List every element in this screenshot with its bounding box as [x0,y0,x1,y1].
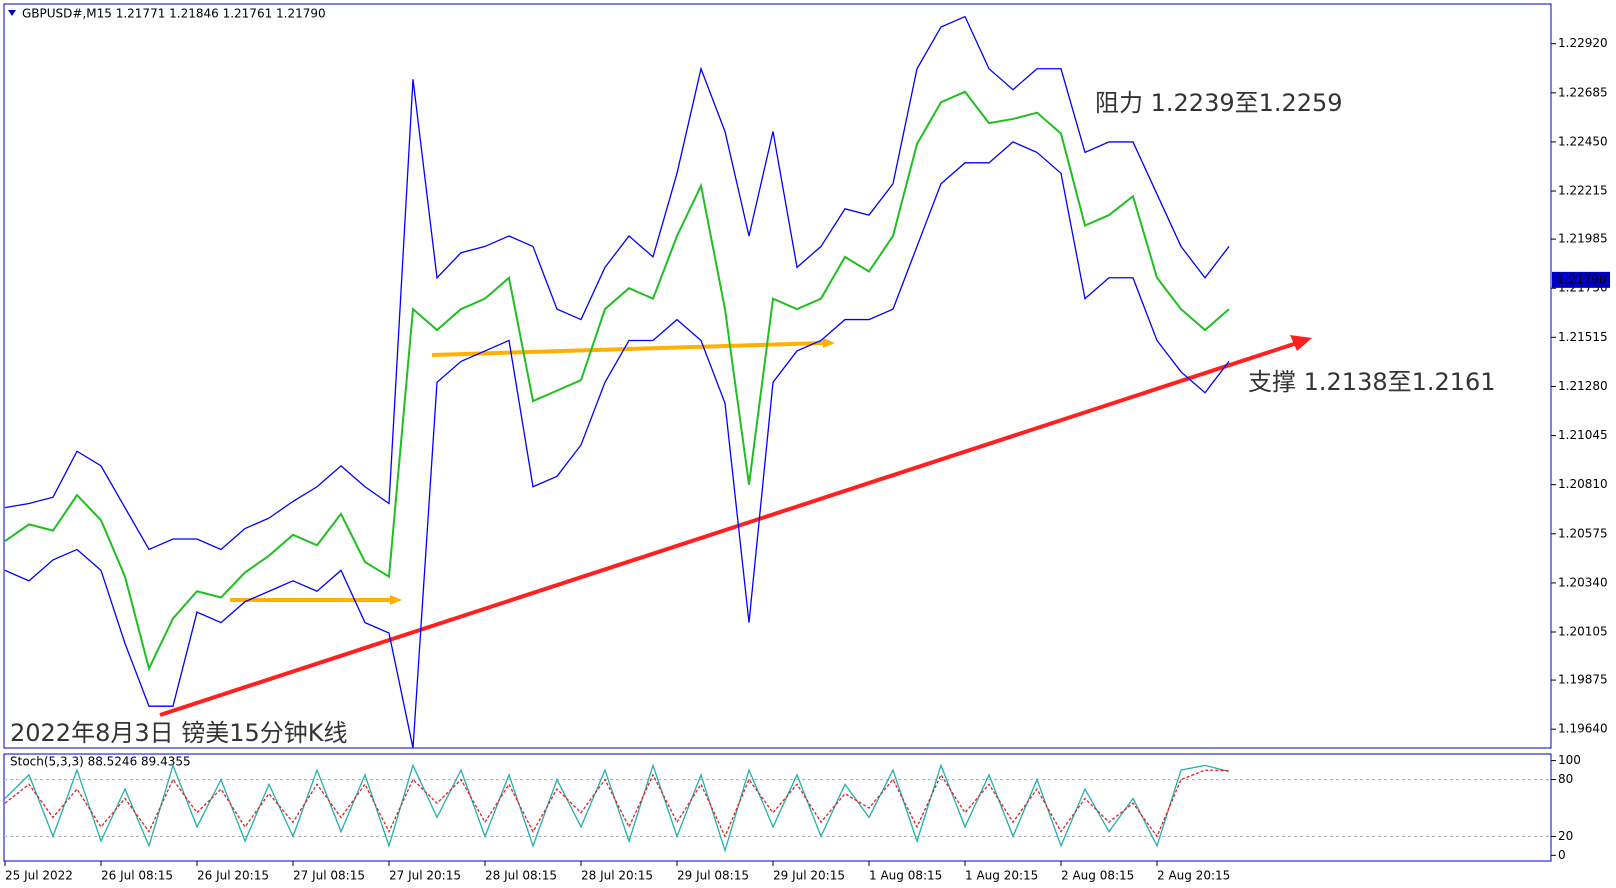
series-line [4,769,1230,838]
x-tick-label: 1 Aug 20:15 [965,869,1038,883]
annotation: 阻力 1.2239至1.2259 [1095,89,1343,117]
y-tick-label: 100 [1558,753,1581,767]
y-tick-label: 1.21515 [1558,330,1608,344]
arrow-head [823,338,835,348]
y-tick-label: 20 [1558,829,1573,843]
y-tick-label: 1.20810 [1558,477,1608,491]
series-line [4,90,1230,672]
y-tick-label: 1.22920 [1558,36,1608,50]
y-tick-label: 1.22215 [1558,184,1608,198]
series-line [4,141,1230,749]
last-price-box [1552,271,1610,288]
trendline [159,335,1312,717]
x-tick-label: 27 Jul 08:15 [293,869,365,883]
stoch-header: Stoch(5,3,3) 88.5246 89.4355 [10,755,191,769]
y-tick-label: 1.21985 [1558,232,1608,246]
x-tick-label: 29 Jul 08:15 [677,869,749,883]
x-tick-label: 29 Jul 20:15 [773,869,845,883]
arrow-head [390,595,402,605]
series-line [4,15,1230,551]
x-tick-label: 27 Jul 20:15 [389,869,461,883]
main-pane [3,3,1552,749]
arrow-head [1290,335,1312,351]
y-tick-label: 1.20340 [1558,575,1608,589]
y-tick-label: 0 [1558,848,1566,862]
y-tick-label: 1.22685 [1558,85,1608,99]
x-tick-label: 28 Jul 08:15 [485,869,557,883]
x-tick-label: 1 Aug 08:15 [869,869,942,883]
annotation: 支撑 1.2138至1.2161 [1248,368,1496,396]
y-tick-label: 1.19640 [1558,722,1608,736]
y-tick-label: 1.22450 [1558,134,1608,148]
y-tick-label: 1.19875 [1558,673,1608,687]
menu-triangle[interactable] [8,10,16,16]
y-tick-label: 1.20105 [1558,625,1608,639]
x-tick-label: 28 Jul 20:15 [581,869,653,883]
x-tick-label: 2 Aug 20:15 [1157,869,1230,883]
series-line [4,763,1230,853]
last-price-label: 1.21790 [1557,272,1607,286]
annotation: 2022年8月3日 镑美15分钟K线 [10,719,348,747]
x-tick-label: 2 Aug 08:15 [1061,869,1134,883]
x-tick-label: 26 Jul 08:15 [101,869,173,883]
y-tick-label: 1.21280 [1558,379,1608,393]
level-arrow [431,341,826,357]
x-tick-label: 25 Jul 2022 [5,869,73,883]
symbol-header: GBPUSD#,M15 1.21771 1.21846 1.21761 1.21… [22,7,326,21]
support-trendline [159,340,1301,717]
stoch-pane [3,753,1552,862]
y-tick-label: 1.20575 [1558,526,1608,540]
y-tick-label: 80 [1558,772,1573,786]
x-tick-label: 26 Jul 20:15 [197,869,269,883]
y-tick-label: 1.21045 [1558,428,1608,442]
